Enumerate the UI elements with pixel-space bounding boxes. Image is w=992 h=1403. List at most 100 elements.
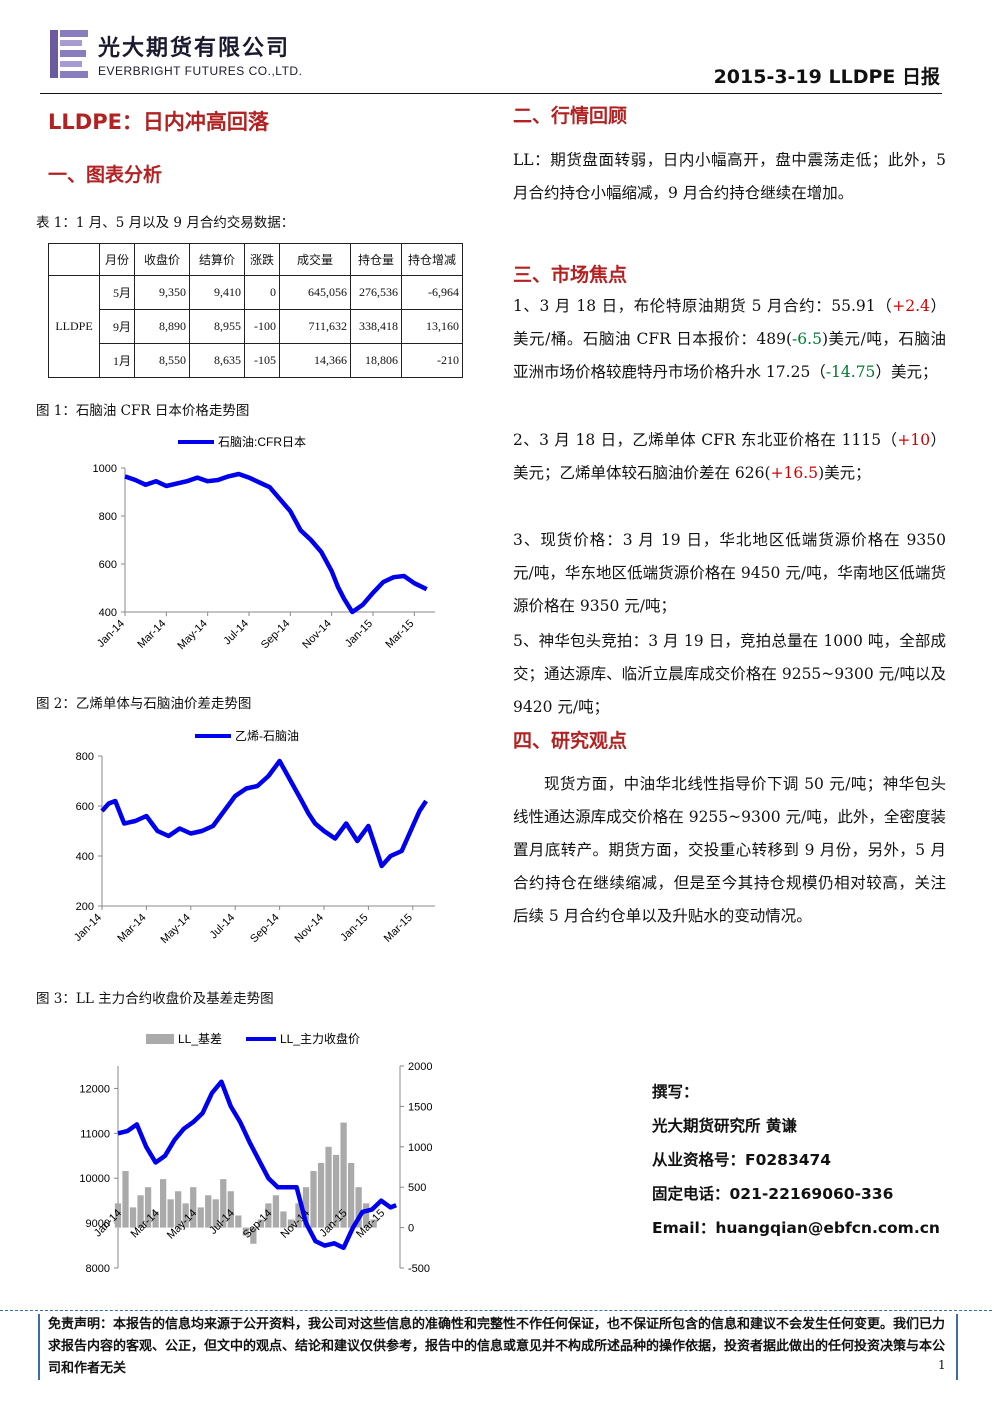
table-cell: 645,056 bbox=[279, 275, 351, 310]
basis-bar bbox=[159, 1179, 167, 1228]
x-tick-label: Jul-14 bbox=[208, 912, 238, 942]
x-tick-label: Sep-14 bbox=[248, 912, 282, 946]
focus-item-2: 2、3 月 18 日，乙烯单体 CFR 东北亚价格在 1115（+10）美元；乙… bbox=[513, 424, 946, 490]
table-cell: 276,536 bbox=[350, 275, 402, 310]
table-cell: 8,890 bbox=[134, 309, 190, 344]
negative-change: -14.75 bbox=[825, 363, 876, 381]
basis-bar bbox=[129, 1207, 137, 1228]
y-tick-label: 600 bbox=[99, 559, 117, 571]
ethylene-naphtha-spread-chart: 200 400 600 800 Jan-14 Mar-14 May-14 Jul-14 Sep-… bbox=[72, 729, 435, 946]
y-tick-label: 1000 bbox=[93, 463, 117, 475]
table-row: 9月 8,890 8,955 -100 711,632 338,418 13,1… bbox=[49, 309, 463, 344]
basis-bar bbox=[340, 1122, 347, 1228]
basis-bar bbox=[272, 1195, 280, 1228]
author-org: 光大期货研究所 黄谦 bbox=[652, 1117, 797, 1135]
basis-bar bbox=[332, 1154, 340, 1228]
table-row: 1月 8,550 8,635 -105 14,366 18,806 -210 bbox=[49, 343, 463, 378]
table-header-cell: 收盘价 bbox=[134, 243, 190, 276]
legend-swatch-basis bbox=[146, 1034, 174, 1044]
basis-bar bbox=[257, 1219, 265, 1228]
basis-bar bbox=[242, 1227, 249, 1236]
header-rule bbox=[40, 93, 942, 94]
basis-bar bbox=[205, 1195, 212, 1228]
naphtha-price-chart: 400 600 800 1000 Jan-14 Mar-14 May-14 Jul-14 Sep… bbox=[93, 435, 435, 652]
legend-label-basis: LL_基差 bbox=[178, 1032, 222, 1046]
x-tick-label: May-14 bbox=[175, 618, 209, 652]
basis-bar bbox=[137, 1195, 144, 1228]
focus-text: 2、3 月 18 日，乙烯单体 CFR 东北亚价格在 1115（ bbox=[513, 431, 898, 449]
left-y-tick-label: 12000 bbox=[79, 1083, 110, 1095]
section-market-review: 二、行情回顾 bbox=[513, 105, 628, 127]
table-cell: 9,410 bbox=[189, 275, 245, 310]
table-cell: 8,550 bbox=[134, 343, 190, 378]
y-tick-label: 400 bbox=[99, 607, 117, 619]
legend-label: 石脑油:CFR日本 bbox=[218, 435, 306, 449]
basis-bar bbox=[175, 1191, 182, 1228]
focus-text: ）美元/桶。石脑油 CFR 日本报价：489( bbox=[513, 297, 946, 348]
positive-change: +16.5 bbox=[770, 464, 819, 482]
basis-bar bbox=[182, 1203, 189, 1228]
trade-data-table: 月份 收盘价 结算价 涨跌 成交量 持仓量 持仓增减 LLDPE 5月 9,35… bbox=[48, 243, 463, 378]
focus-text: )美元； bbox=[818, 464, 871, 482]
basis-bar bbox=[347, 1162, 355, 1228]
table-cell: 0 bbox=[244, 275, 280, 310]
market-review-text: LL：期货盘面转弱，日内小幅高开，盘中震荡走低；此外，5 月合约持仓小幅缩减，9… bbox=[513, 151, 946, 202]
y-tick-label: 800 bbox=[76, 751, 94, 763]
left-y-tick-label: 11000 bbox=[80, 1128, 110, 1140]
legend-label-close: LL_主力收盘价 bbox=[280, 1031, 360, 1046]
x-tick-label: Mar-15 bbox=[383, 618, 416, 651]
table-cell: -6,964 bbox=[401, 275, 463, 310]
report-title: LLDPE：日内冲高回落 bbox=[48, 110, 269, 134]
legend-label: 乙烯-石脑油 bbox=[235, 729, 299, 743]
table-cell: 14,366 bbox=[279, 343, 351, 378]
table-header-cell: 持仓量 bbox=[350, 243, 402, 276]
company-name-en: EVERBRIGHT FUTURES CO.,LTD. bbox=[98, 64, 303, 78]
positive-change: +2.4 bbox=[892, 297, 930, 315]
x-tick-label: Jan-15 bbox=[343, 618, 375, 650]
table-cell: 1月 bbox=[99, 343, 135, 378]
right-y-tick-label: -500 bbox=[408, 1263, 430, 1275]
table-header-cell: 月份 bbox=[99, 243, 135, 276]
focus-item-1: 1、3 月 18 日，布伦特原油期货 5 月合约：55.91（+2.4）美元/桶… bbox=[513, 290, 946, 389]
table-cell: 13,160 bbox=[401, 309, 463, 344]
x-tick-label: Mar-15 bbox=[382, 912, 415, 945]
author-phone: 固定电话：021-22169060-336 bbox=[652, 1185, 894, 1203]
x-tick-label: Nov-14 bbox=[300, 618, 334, 652]
basis-bar bbox=[317, 1162, 325, 1228]
table1-caption: 表 1：1 月、5 月以及 9 月合约交易数据： bbox=[36, 215, 295, 231]
focus-text: ）美元； bbox=[875, 363, 938, 381]
close-price-line bbox=[117, 1079, 398, 1251]
fig1-caption: 图 1：石脑油 CFR 日本价格走势图 bbox=[36, 403, 250, 419]
basis-bar bbox=[167, 1199, 174, 1228]
page-number: 1 bbox=[938, 1358, 946, 1372]
y-tick-label: 400 bbox=[76, 851, 94, 863]
basis-bar bbox=[265, 1203, 272, 1228]
table-cell: 5月 bbox=[99, 275, 135, 310]
basis-bar bbox=[295, 1203, 302, 1228]
author-email[interactable]: Email：huangqian@ebfcn.com.cn bbox=[652, 1219, 940, 1237]
x-tick-label: Jan-14 bbox=[95, 618, 127, 650]
section-research-view: 四、研究观点 bbox=[513, 730, 628, 752]
basis-bar bbox=[114, 1203, 122, 1228]
basis-bar bbox=[370, 1219, 377, 1228]
basis-bar bbox=[355, 1187, 362, 1228]
basis-bar bbox=[122, 1171, 129, 1228]
basis-bar bbox=[280, 1211, 287, 1228]
basis-bar bbox=[302, 1187, 310, 1228]
negative-change: -6.5 bbox=[792, 330, 822, 348]
table-header-cell: 结算价 bbox=[189, 243, 245, 276]
basis-bar bbox=[197, 1207, 204, 1228]
right-y-tick-label: 500 bbox=[408, 1182, 426, 1194]
ll-basis-close-chart: 8000 9000 10000 11000 12000 -500 0 500 1000 1500 2… bbox=[79, 1031, 432, 1275]
x-tick-label: May-14 bbox=[158, 912, 192, 946]
table-header-cell: 涨跌 bbox=[244, 243, 280, 276]
series-line bbox=[100, 758, 428, 869]
right-y-tick-label: 1000 bbox=[408, 1142, 432, 1154]
table-row: LLDPE 5月 9,350 9,410 0 645,056 276,536 -… bbox=[48, 275, 463, 378]
basis-bar bbox=[152, 1211, 159, 1228]
basis-bar bbox=[325, 1146, 332, 1228]
table-cell: 8,955 bbox=[189, 309, 245, 344]
table-cell: 9,350 bbox=[134, 275, 190, 310]
left-y-tick-label: 8000 bbox=[86, 1263, 110, 1275]
focus-item-3: 3、现货价格：3 月 19 日，华北地区低端货源价格在 9350 元/吨，华东地… bbox=[513, 531, 946, 615]
